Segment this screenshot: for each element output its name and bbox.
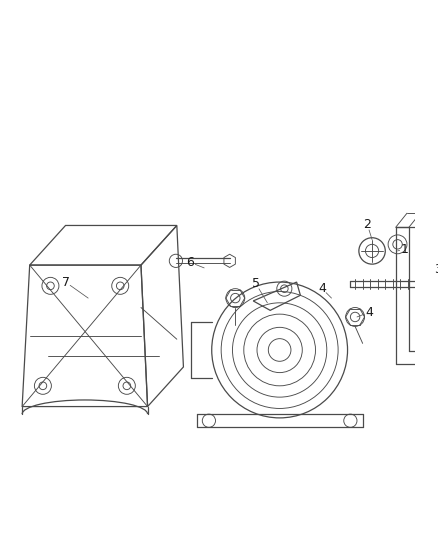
Text: 4: 4 xyxy=(318,282,326,295)
Text: 6: 6 xyxy=(186,256,194,269)
Text: 5: 5 xyxy=(252,278,260,290)
Text: 3: 3 xyxy=(434,263,438,276)
Text: 1: 1 xyxy=(401,243,409,255)
Text: 4: 4 xyxy=(365,306,373,319)
Text: 7: 7 xyxy=(61,276,70,288)
Text: 2: 2 xyxy=(364,218,371,231)
